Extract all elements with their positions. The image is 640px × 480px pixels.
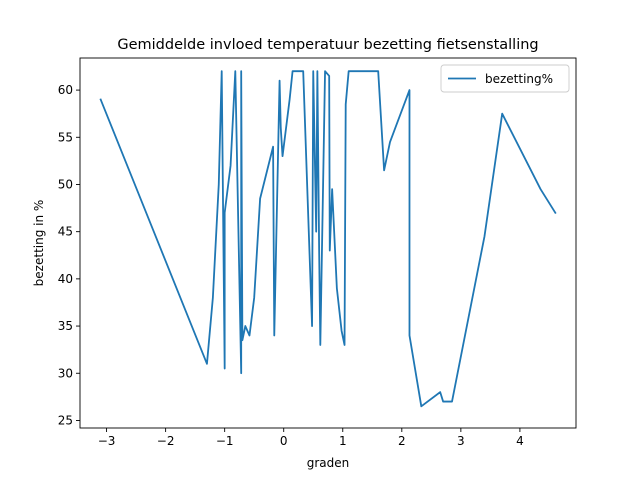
x-tick-label: −1 — [216, 434, 234, 448]
legend-label: bezetting% — [485, 72, 553, 86]
plot-frame — [79, 57, 577, 429]
x-tick-label: 3 — [457, 434, 465, 448]
y-axis-label: bezetting in % — [32, 200, 46, 287]
y-tick-label: 30 — [58, 366, 73, 380]
x-tick-label: 1 — [339, 434, 347, 448]
x-tick-label: 4 — [516, 434, 524, 448]
y-tick-label: 25 — [58, 413, 73, 427]
x-tick-label: −3 — [98, 434, 116, 448]
y-tick-label: 50 — [58, 177, 73, 191]
legend-box — [440, 64, 570, 93]
chart-title: Gemiddelde invloed temperatuur bezetting… — [117, 37, 538, 53]
x-axis-label: graden — [307, 456, 350, 470]
y-tick-label: 45 — [58, 225, 73, 239]
x-tick-label: 0 — [280, 434, 288, 448]
x-tick-label: −2 — [157, 434, 175, 448]
y-tick-label: 35 — [58, 319, 73, 333]
legend: bezetting% — [440, 64, 570, 93]
x-tick-label: 2 — [398, 434, 406, 448]
y-tick-label: 60 — [58, 83, 73, 97]
series-layer — [99, 70, 557, 408]
y-tick-label: 55 — [58, 130, 73, 144]
y-tick-label: 40 — [58, 272, 73, 286]
x-axis-ticks: −3 −2 −1 0 1 2 3 4 — [98, 428, 524, 448]
y-axis-ticks: 25 30 35 40 45 50 55 60 — [58, 83, 80, 427]
series-line-bezetting — [99, 70, 557, 408]
